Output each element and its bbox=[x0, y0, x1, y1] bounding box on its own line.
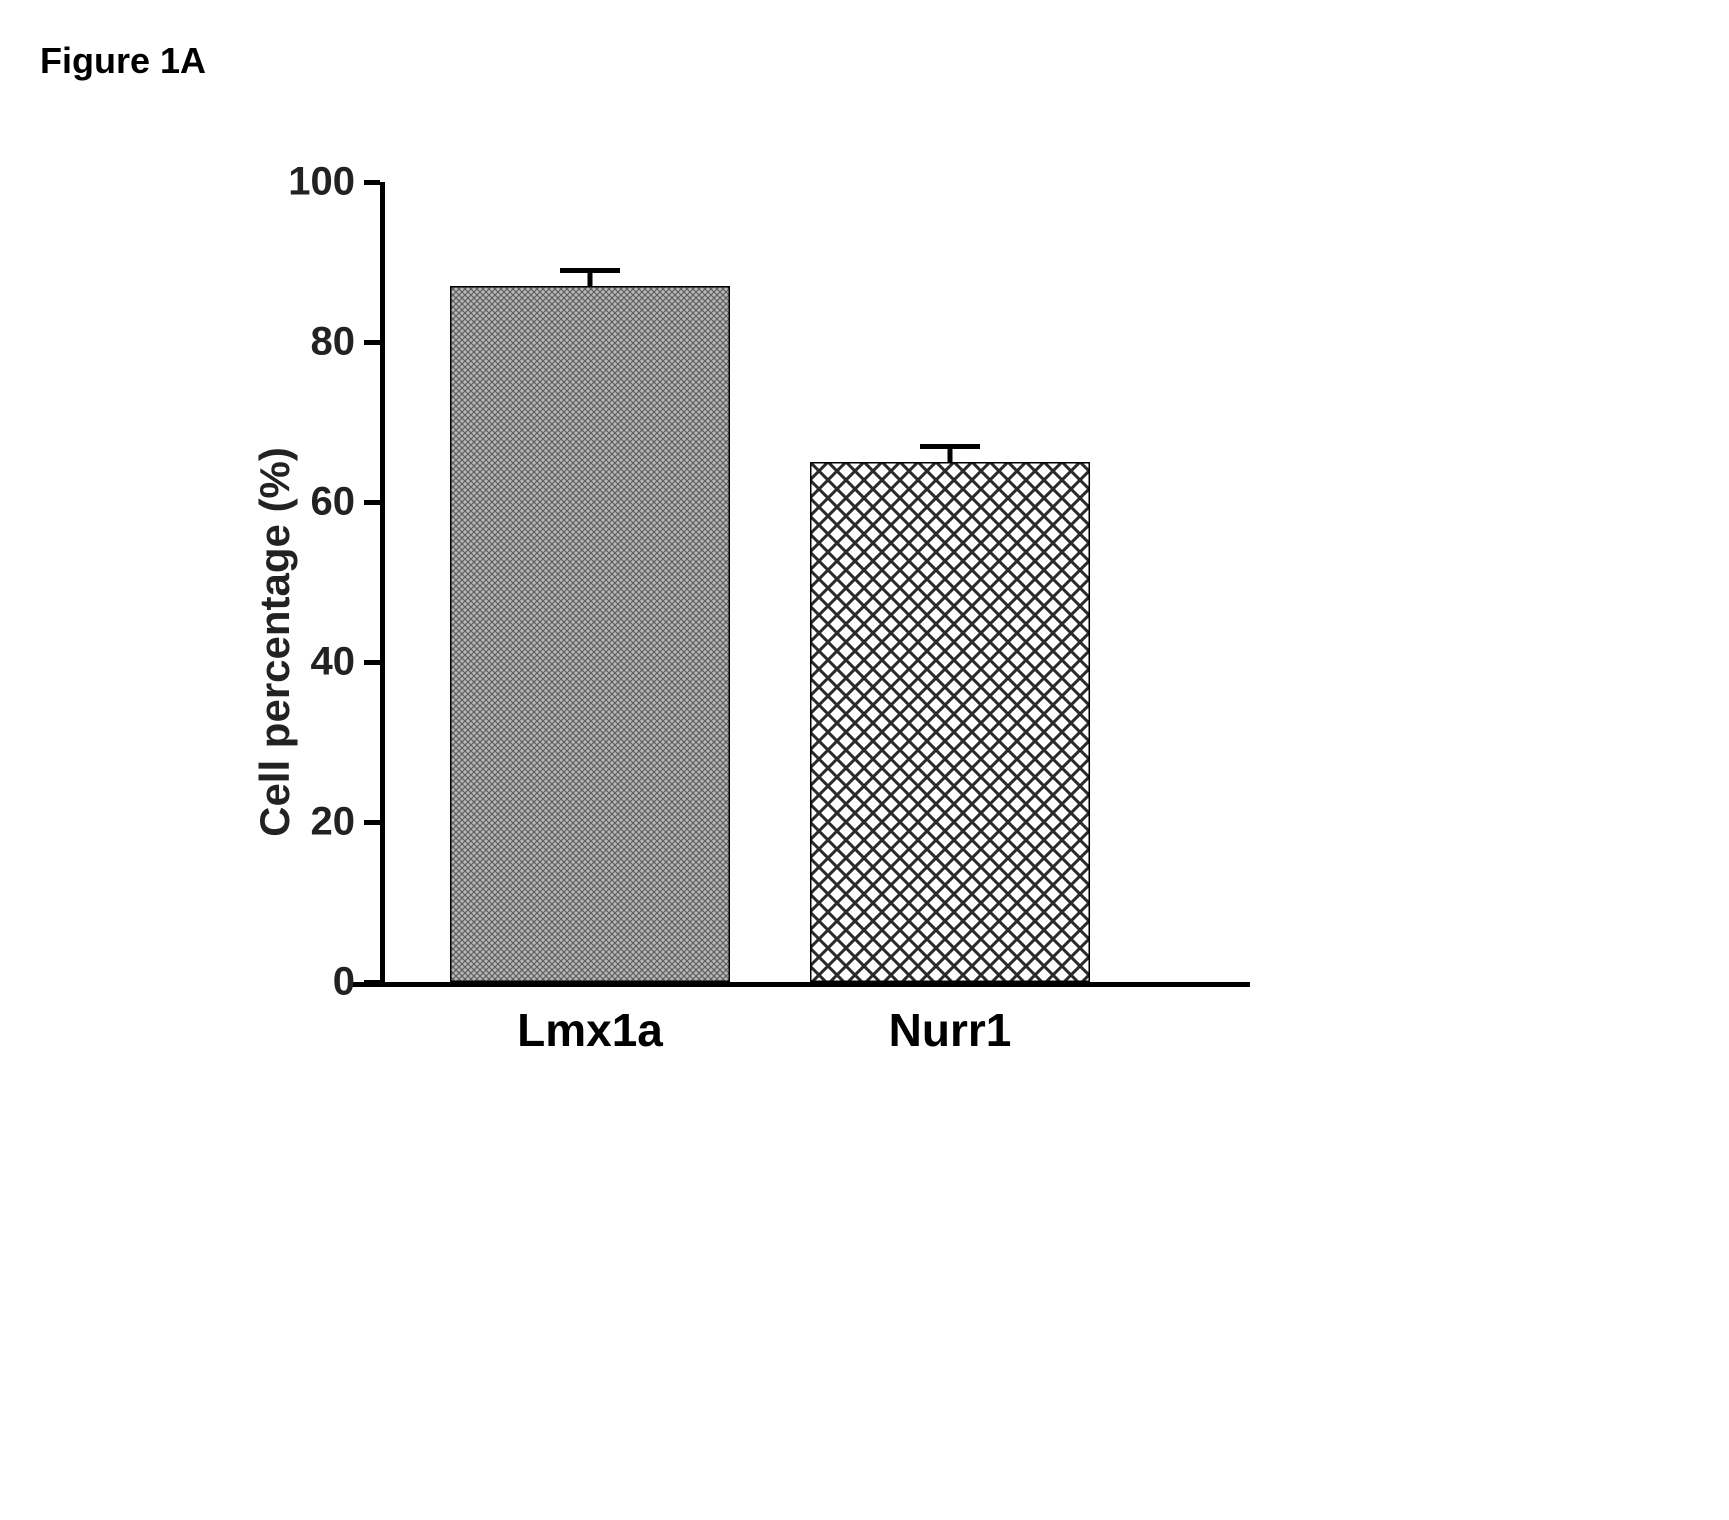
y-tick-label: 100 bbox=[280, 160, 355, 205]
figure-title: Figure 1A bbox=[40, 40, 1689, 82]
error-bar-cap bbox=[560, 268, 620, 273]
y-axis-line bbox=[380, 182, 385, 982]
y-tick bbox=[364, 180, 380, 185]
error-bar-nurr1 bbox=[920, 446, 980, 462]
error-bar-cap bbox=[920, 444, 980, 449]
y-tick bbox=[364, 500, 380, 505]
x-tick-label-lmx1a: Lmx1a bbox=[517, 1003, 663, 1057]
error-bar-lmx1a bbox=[560, 270, 620, 286]
bar-nurr1 bbox=[810, 462, 1090, 982]
x-axis-line bbox=[350, 982, 1250, 987]
y-tick bbox=[364, 340, 380, 345]
y-tick bbox=[364, 980, 380, 985]
chart-wrapper: Cell percentage (%) bbox=[260, 142, 1220, 1142]
bar-lmx1a bbox=[450, 286, 730, 982]
y-tick-label: 60 bbox=[280, 480, 355, 525]
y-tick bbox=[364, 820, 380, 825]
x-tick-label-nurr1: Nurr1 bbox=[889, 1003, 1012, 1057]
figure-container: Figure 1A Cell percentage (%) bbox=[40, 40, 1689, 1142]
y-tick-label: 80 bbox=[280, 320, 355, 365]
y-tick-label: 20 bbox=[280, 800, 355, 845]
plot-area: 020406080100 Lmx1a Nurr1 bbox=[380, 182, 1140, 982]
y-tick bbox=[364, 660, 380, 665]
y-tick-label: 0 bbox=[280, 960, 355, 1005]
y-tick-label: 40 bbox=[280, 640, 355, 685]
